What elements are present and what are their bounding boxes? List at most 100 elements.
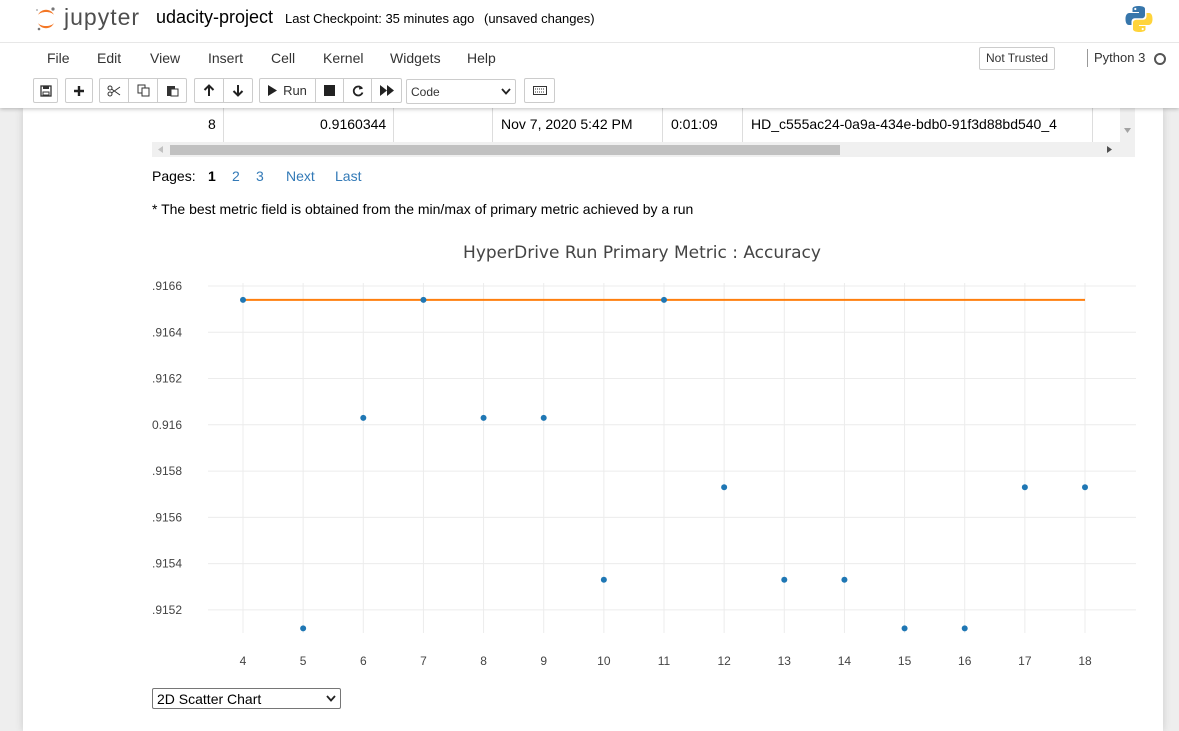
- data-point: [300, 625, 307, 632]
- column-divider: [662, 108, 663, 142]
- data-point: [540, 414, 547, 421]
- data-point: [721, 484, 728, 491]
- chevron-down-icon: [326, 695, 336, 702]
- data-point: [781, 576, 788, 583]
- data-point: [240, 296, 246, 303]
- cell-type-value: Code: [411, 84, 440, 99]
- x-tick-label: 14: [838, 654, 852, 668]
- menu-insert[interactable]: Insert: [208, 50, 244, 66]
- cut-button[interactable]: [99, 78, 129, 103]
- page-current: 1: [208, 168, 216, 184]
- copy-button[interactable]: [128, 78, 158, 103]
- x-tick-label: 4: [240, 654, 247, 668]
- kernel-name[interactable]: Python 3: [1094, 50, 1146, 65]
- menu-kernel[interactable]: Kernel: [323, 50, 364, 66]
- data-point: [961, 625, 968, 632]
- y-tick-label: .9164: [152, 325, 182, 339]
- kernel-divider: [1087, 49, 1088, 67]
- chart-axes: .9166 .9164 .9162 0.916 .9158 .9156 .9154 .9152…: [152, 279, 1092, 668]
- move-up-button[interactable]: [194, 78, 224, 103]
- cell-iteration: 8: [208, 116, 216, 132]
- chart-type-value: 2D Scatter Chart: [157, 690, 262, 707]
- stop-icon: [324, 85, 335, 96]
- data-point: [841, 576, 848, 583]
- data-point: [1082, 484, 1088, 491]
- command-palette-button[interactable]: [524, 78, 555, 103]
- fast-forward-icon: [379, 85, 394, 96]
- notebook-header: jupyter udacity-project Last Checkpoint:…: [0, 0, 1179, 108]
- restart-run-all-button[interactable]: [371, 78, 402, 103]
- table-row[interactable]: 8 0.9160344 Nov 7, 2020 5:42 PM 0:01:09 …: [152, 108, 1135, 142]
- chart-grid: [208, 283, 1136, 633]
- run-button[interactable]: Run: [259, 78, 316, 103]
- copy-icon: [137, 84, 149, 97]
- cell-started: Nov 7, 2020 5:42 PM: [501, 116, 633, 132]
- insert-cell-button[interactable]: [65, 78, 93, 103]
- restart-button[interactable]: [343, 78, 372, 103]
- y-tick-label: .9154: [152, 557, 182, 571]
- jupyter-logo-icon[interactable]: [35, 6, 57, 32]
- page-next[interactable]: Next: [286, 168, 315, 184]
- data-point: [480, 414, 487, 421]
- interrupt-button[interactable]: [315, 78, 344, 103]
- trust-button[interactable]: Not Trusted: [979, 47, 1056, 70]
- paste-button[interactable]: [157, 78, 187, 103]
- data-point: [661, 296, 667, 303]
- menu-cell[interactable]: Cell: [271, 50, 296, 66]
- kernel-idle-indicator-icon: [1154, 53, 1166, 65]
- x-tick-label: 8: [480, 654, 487, 668]
- menu-widgets[interactable]: Widgets: [390, 50, 441, 66]
- notebook-container: [23, 108, 1163, 731]
- arrow-up-icon: [203, 84, 215, 96]
- y-tick-label: .9162: [152, 372, 182, 386]
- scroll-left-arrow-icon[interactable]: [158, 146, 163, 153]
- chevron-down-icon: [501, 88, 511, 95]
- move-down-button[interactable]: [223, 78, 253, 103]
- cell-run-id: HD_c555ac24-0a9a-434e-bdb0-91f3d88bd540_…: [751, 116, 1057, 132]
- page-link-3[interactable]: 3: [256, 168, 264, 184]
- vertical-scrollbar[interactable]: [1120, 108, 1135, 142]
- data-point: [360, 414, 367, 421]
- menu-bar: File Edit View Insert Cell Kernel Widget…: [0, 43, 1179, 73]
- scissors-icon: [107, 85, 121, 96]
- cell-duration: 0:01:09: [671, 116, 718, 132]
- restart-icon: [352, 85, 363, 96]
- page-last[interactable]: Last: [335, 168, 362, 184]
- x-tick-label: 9: [540, 654, 547, 668]
- chart-title: HyperDrive Run Primary Metric : Accuracy: [463, 243, 821, 263]
- x-tick-label: 18: [1078, 654, 1092, 668]
- scrollbar-thumb[interactable]: [170, 145, 840, 155]
- menu-edit[interactable]: Edit: [97, 50, 122, 66]
- jupyter-wordmark[interactable]: jupyter: [64, 4, 141, 30]
- y-tick-label: .9158: [152, 464, 182, 478]
- unsaved-indicator: (unsaved changes): [484, 11, 595, 26]
- scroll-right-arrow-icon[interactable]: [1107, 146, 1112, 153]
- arrow-down-icon: [232, 85, 244, 97]
- x-tick-label: 11: [658, 654, 671, 668]
- column-divider: [742, 108, 743, 142]
- menu-view[interactable]: View: [150, 50, 181, 66]
- column-divider: [223, 108, 224, 142]
- notebook-name[interactable]: udacity-project: [156, 7, 274, 27]
- metric-scatter-chart: HyperDrive Run Primary Metric : Accuracy…: [152, 243, 1136, 668]
- save-button[interactable]: [33, 78, 58, 103]
- x-tick-label: 17: [1018, 654, 1032, 668]
- scroll-down-arrow-icon[interactable]: [1124, 128, 1131, 133]
- x-tick-label: 10: [597, 654, 611, 668]
- data-point: [600, 576, 607, 583]
- column-divider: [1092, 108, 1093, 142]
- save-icon: [39, 84, 52, 97]
- pages-label: Pages:: [152, 168, 196, 184]
- x-tick-label: 5: [300, 654, 307, 668]
- cell-type-select[interactable]: Code: [406, 79, 516, 104]
- y-tick-label: .9156: [152, 510, 182, 524]
- chart-type-select[interactable]: 2D Scatter Chart: [152, 688, 341, 709]
- y-tick-label: 0.916: [152, 418, 182, 432]
- menu-file[interactable]: File: [47, 50, 70, 66]
- page-link-2[interactable]: 2: [232, 168, 240, 184]
- horizontal-scrollbar[interactable]: [152, 142, 1135, 157]
- menu-help[interactable]: Help: [467, 50, 496, 66]
- x-tick-label: 15: [898, 654, 912, 668]
- top-bar: jupyter udacity-project Last Checkpoint:…: [0, 0, 1179, 43]
- play-icon: [268, 85, 278, 96]
